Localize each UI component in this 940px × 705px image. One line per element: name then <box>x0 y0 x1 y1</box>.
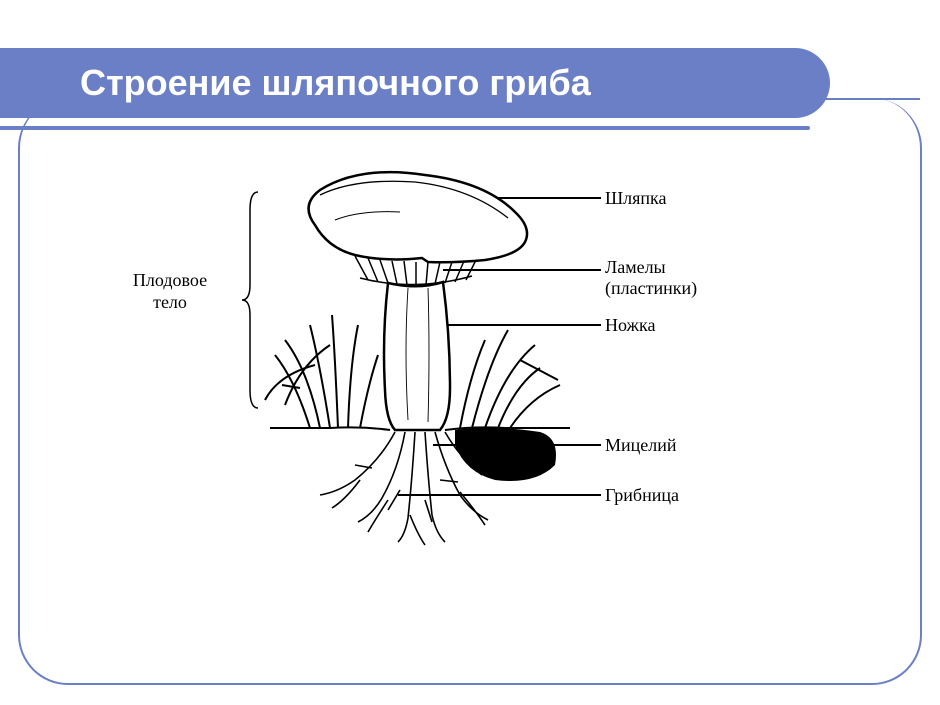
bracket-left <box>240 190 260 410</box>
mushroom-illustration <box>260 170 610 570</box>
label-stem: Ножка <box>605 315 655 336</box>
label-mycelium: Мицелий <box>605 435 677 456</box>
label-lamellae: Ламелы (пластинки) <box>605 257 697 298</box>
label-fruiting-body-line2: тело <box>153 292 187 312</box>
label-fruiting-body: Плодовое тело <box>115 270 225 313</box>
label-fruiting-body-line1: Плодовое <box>133 270 207 290</box>
diagram-area: Плодовое тело Шляпка Ламелы (пластинки) … <box>60 160 880 645</box>
label-hyphae: Грибница <box>605 485 679 506</box>
label-cap: Шляпка <box>605 188 667 209</box>
